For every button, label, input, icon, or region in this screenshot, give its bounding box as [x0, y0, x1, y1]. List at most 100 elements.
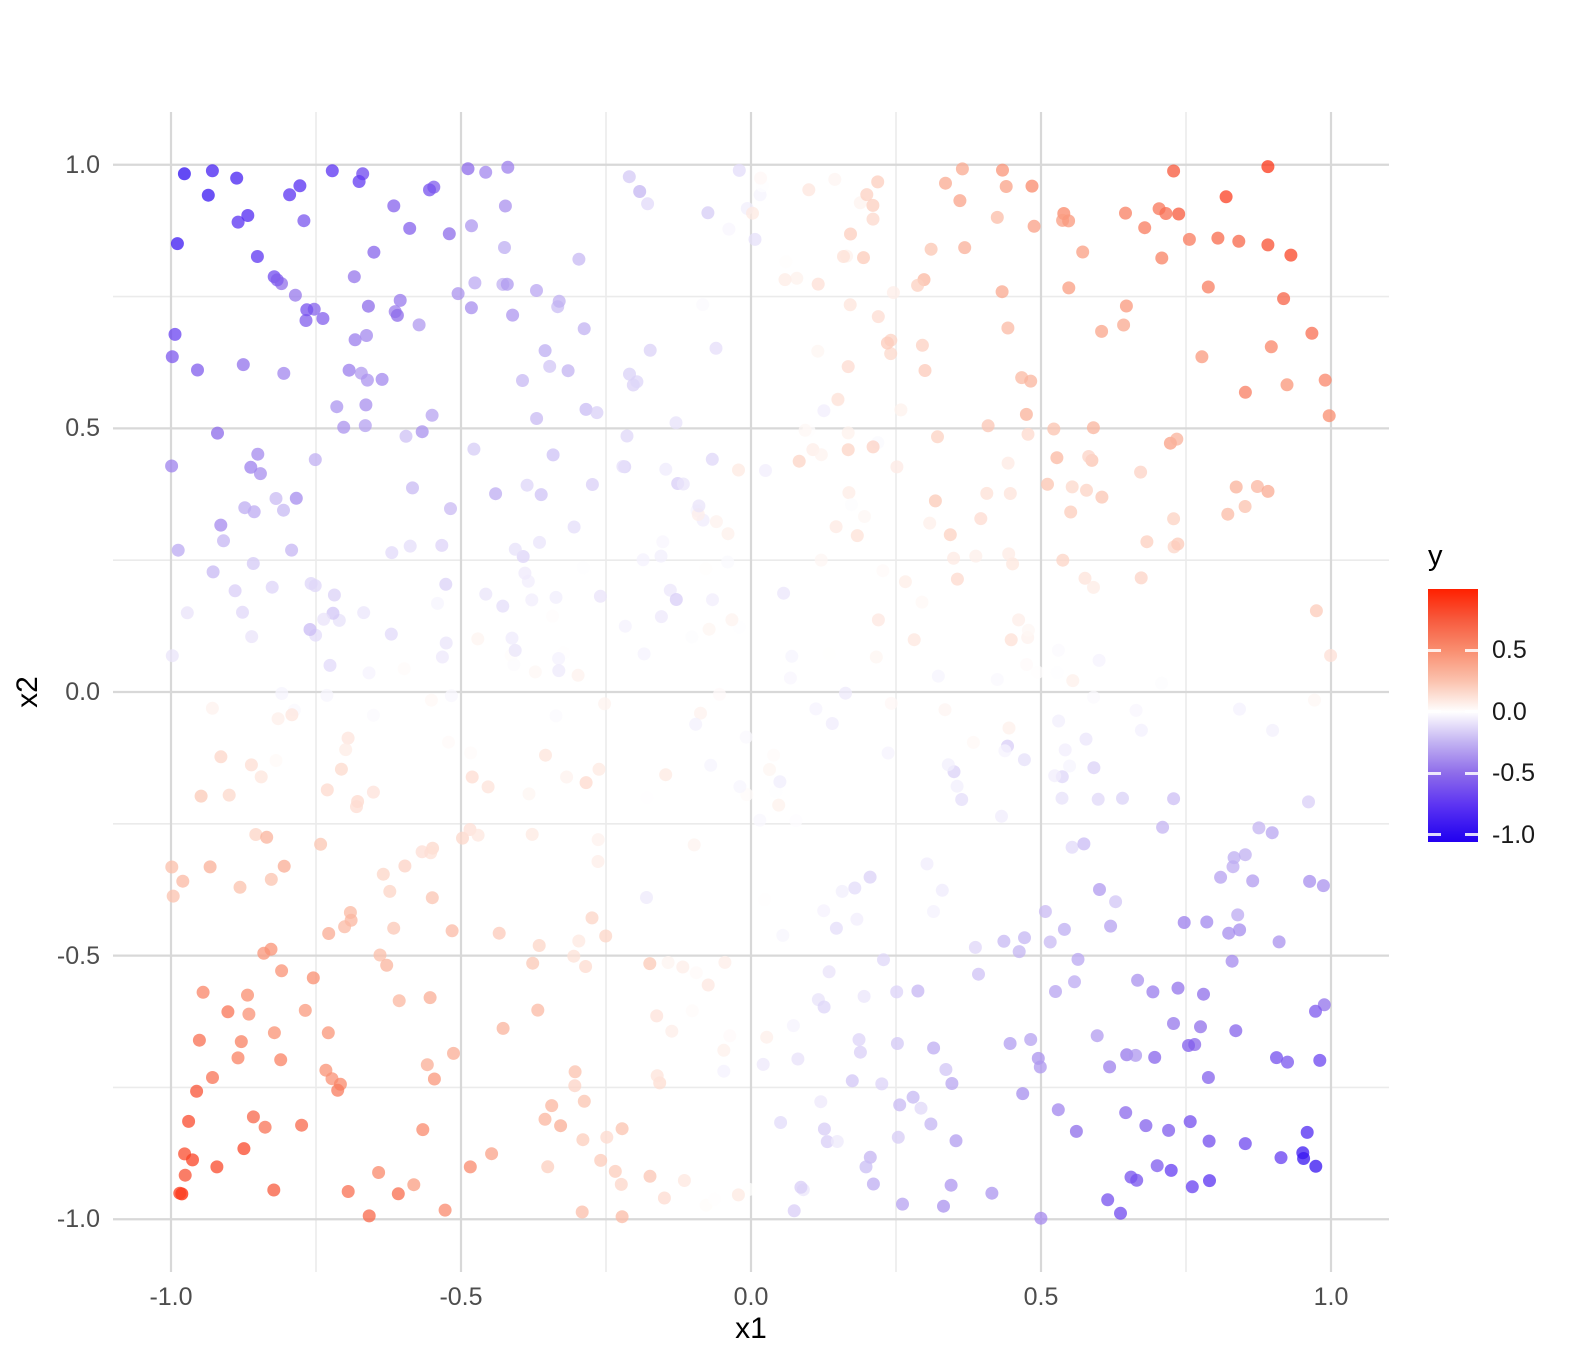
data-point — [871, 175, 885, 189]
data-point — [245, 630, 259, 644]
data-point — [998, 744, 1012, 758]
data-point — [1057, 922, 1071, 936]
data-point — [924, 1117, 938, 1131]
data-point — [1170, 432, 1184, 446]
data-point — [665, 1024, 679, 1038]
data-point — [1017, 753, 1031, 767]
data-point — [939, 176, 952, 190]
data-point — [732, 163, 746, 177]
data-point — [1261, 160, 1275, 174]
data-point — [538, 1112, 552, 1126]
data-point — [496, 599, 510, 613]
data-point — [997, 934, 1011, 948]
data-point — [654, 549, 668, 563]
data-point — [773, 775, 787, 789]
data-point — [403, 221, 417, 235]
data-point — [1185, 1180, 1199, 1194]
data-point — [275, 964, 289, 978]
data-point — [423, 183, 436, 197]
data-point — [283, 188, 297, 202]
colorbar-tick-label: -0.5 — [1492, 759, 1536, 788]
data-point — [1156, 820, 1170, 834]
data-point — [906, 1090, 920, 1104]
data-point — [451, 287, 465, 301]
data-point — [1050, 666, 1064, 680]
data-point — [206, 565, 220, 579]
data-point — [774, 1116, 788, 1129]
data-point — [1284, 248, 1298, 262]
data-point — [893, 1098, 907, 1112]
data-point — [929, 614, 943, 628]
data-point — [1231, 908, 1245, 922]
data-point — [533, 535, 546, 549]
data-point — [702, 622, 716, 636]
data-point — [1150, 1159, 1164, 1173]
data-point — [669, 593, 683, 606]
data-point — [383, 884, 397, 898]
data-point — [1222, 926, 1236, 940]
data-point — [168, 327, 182, 341]
data-point — [412, 318, 426, 332]
data-point — [1109, 895, 1123, 909]
data-point — [1065, 480, 1079, 494]
data-point — [471, 828, 485, 842]
data-point — [444, 502, 457, 516]
data-point — [721, 555, 735, 569]
data-point — [357, 606, 371, 620]
data-point — [955, 793, 969, 806]
data-point — [758, 893, 772, 907]
data-point — [479, 587, 493, 601]
data-point — [633, 185, 647, 198]
data-point — [186, 1153, 199, 1167]
data-point — [725, 613, 739, 627]
colorbar-tick-label: 0.5 — [1492, 636, 1527, 665]
data-point — [298, 1003, 312, 1017]
data-point — [178, 1168, 192, 1182]
data-point — [375, 372, 389, 386]
data-point — [941, 758, 955, 772]
data-point — [739, 730, 753, 744]
data-point — [599, 929, 613, 943]
data-point — [275, 687, 289, 700]
data-point — [1051, 643, 1065, 657]
data-point — [539, 748, 552, 762]
data-point — [319, 1063, 333, 1077]
data-point — [746, 206, 759, 220]
data-point — [1052, 714, 1066, 728]
data-point — [848, 881, 862, 895]
data-point — [271, 712, 285, 726]
data-point — [863, 870, 877, 884]
data-point — [914, 1101, 928, 1115]
data-point — [949, 1134, 963, 1148]
data-point — [1134, 465, 1148, 479]
data-point — [945, 1077, 959, 1090]
data-point — [1077, 837, 1091, 851]
data-point — [939, 1063, 953, 1076]
data-point — [1308, 693, 1321, 707]
data-point — [399, 429, 413, 443]
data-point — [445, 924, 459, 938]
data-point — [659, 462, 673, 476]
data-point — [974, 512, 988, 526]
data-point — [221, 1005, 235, 1019]
data-point — [444, 689, 458, 703]
data-point — [1103, 1060, 1117, 1074]
data-point — [692, 499, 706, 513]
data-point — [1140, 535, 1154, 549]
data-point — [506, 308, 520, 322]
data-point — [1055, 791, 1069, 805]
data-point — [866, 212, 880, 226]
data-point — [616, 460, 630, 473]
data-point — [1232, 234, 1246, 248]
data-point — [789, 814, 803, 828]
data-point — [180, 606, 194, 620]
data-point — [877, 953, 890, 967]
data-point — [352, 175, 366, 188]
data-point — [585, 911, 599, 925]
data-point — [622, 170, 636, 184]
data-point — [367, 245, 381, 259]
data-point — [1087, 690, 1101, 704]
data-point — [778, 273, 792, 287]
data-point — [931, 669, 945, 683]
data-point — [623, 367, 636, 381]
